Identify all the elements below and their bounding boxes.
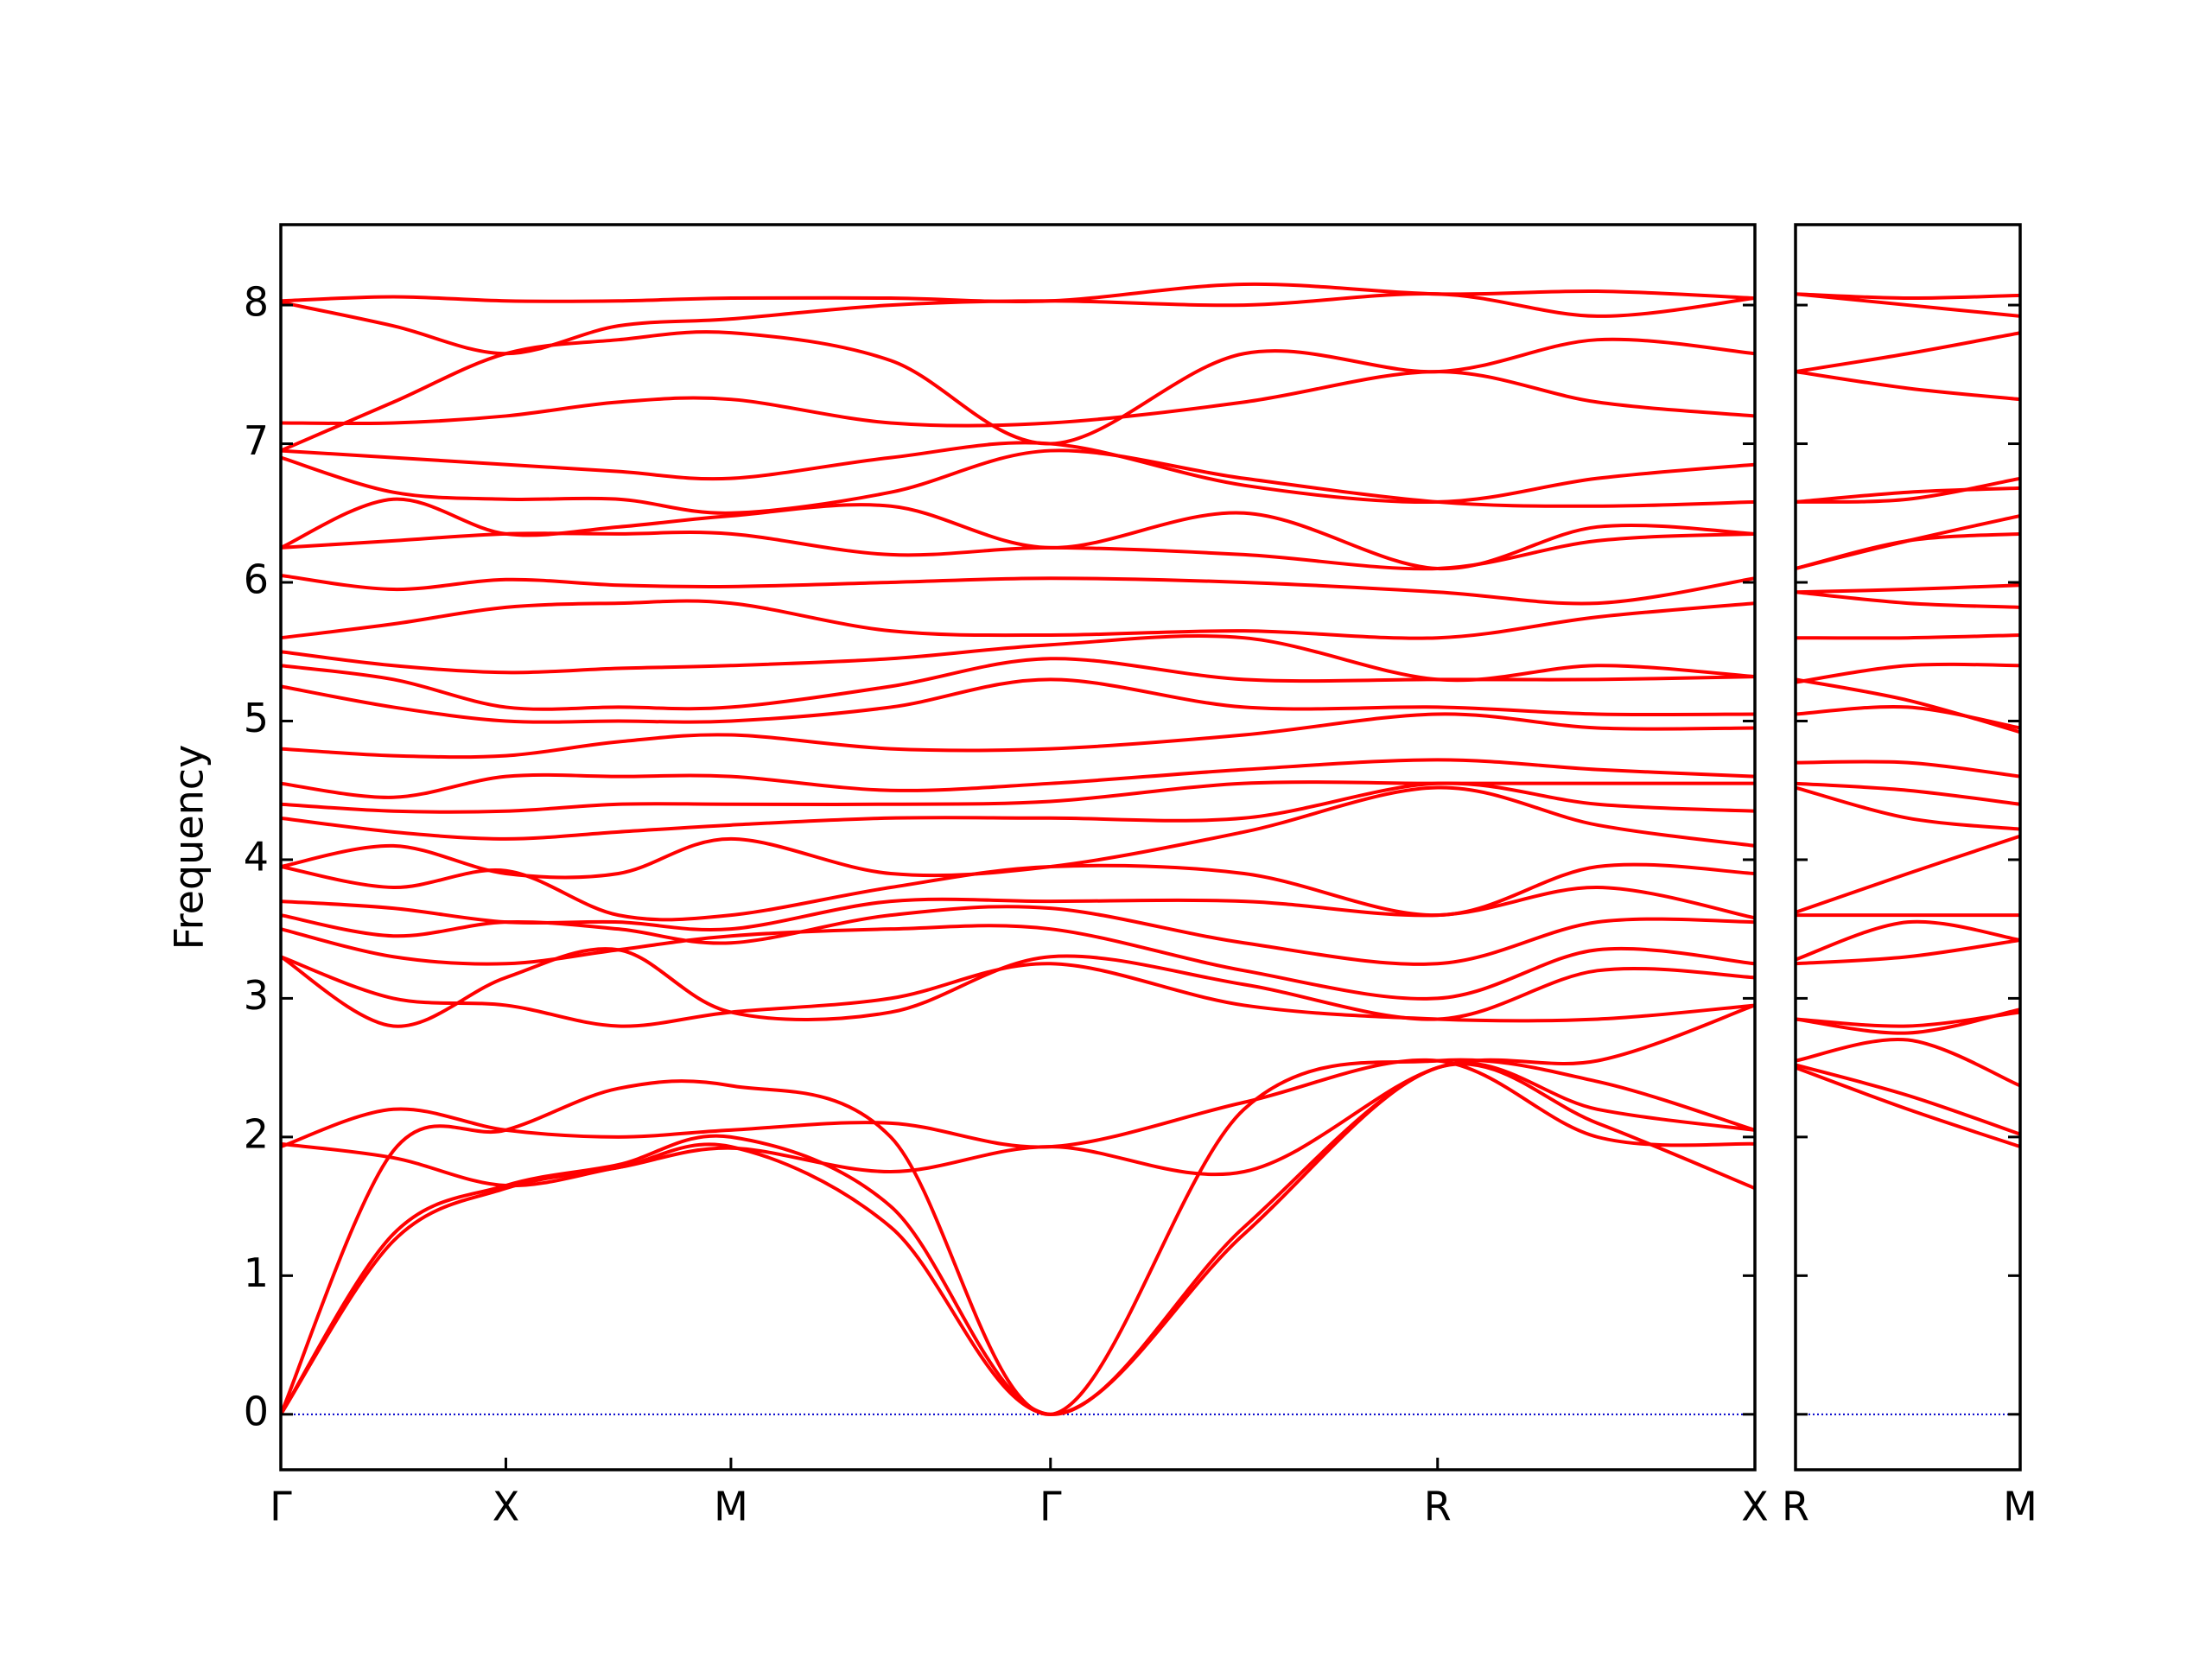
band-line (1796, 677, 2020, 734)
x-tick-label: Γ (1039, 1484, 1062, 1530)
y-tick-label: 3 (244, 972, 269, 1019)
band-line (1796, 919, 2020, 962)
band-line (281, 1003, 1755, 1188)
band-line (1796, 476, 2020, 504)
band-line (281, 1058, 1755, 1149)
band-line (281, 758, 1755, 799)
band-line (281, 282, 1755, 303)
band-line (281, 1061, 1755, 1416)
band-line (1796, 486, 2020, 504)
band-line (281, 531, 1755, 571)
band-line (281, 448, 1755, 515)
band-line (281, 955, 1755, 1028)
axes-frame (1794, 223, 2022, 1471)
band-line (281, 947, 1755, 1028)
band-line (281, 905, 1755, 966)
band-line (281, 370, 1755, 428)
y-tick-label: 4 (244, 833, 269, 880)
y-tick-label: 8 (244, 279, 269, 326)
band-line (1796, 662, 2020, 684)
band-line (1796, 938, 2020, 966)
band-line (281, 677, 1755, 724)
band-line (281, 785, 1755, 880)
band-line (1796, 583, 2020, 594)
x-tick-label: X (1741, 1484, 1769, 1530)
band-line (281, 657, 1755, 711)
band-line (1796, 331, 2020, 374)
band-line (281, 781, 1755, 841)
x-tick-label: R (1424, 1484, 1452, 1530)
axes-frame (279, 223, 1757, 1471)
band-line (281, 330, 1755, 453)
x-tick-label: M (2003, 1484, 2037, 1530)
band-line (1796, 632, 2020, 640)
band-line (1796, 760, 2020, 779)
band-line (281, 497, 1755, 570)
y-tick-label: 5 (244, 695, 269, 741)
band-line (281, 292, 1755, 356)
band-line (1796, 1037, 2020, 1088)
band-line (281, 1058, 1755, 1416)
x-tick-label: X (493, 1484, 520, 1530)
x-tick-label: R (1782, 1484, 1809, 1530)
band-line (1796, 781, 2020, 806)
band-line (1796, 834, 2020, 914)
plot-area (1796, 292, 2020, 1415)
band-line (281, 886, 1755, 932)
band-line (281, 780, 1755, 814)
band-line (281, 599, 1755, 640)
band-line (281, 441, 1755, 505)
band-line (281, 712, 1755, 760)
band-line (281, 634, 1755, 683)
y-tick-label: 7 (244, 417, 269, 464)
y-tick-label: 2 (244, 1110, 269, 1157)
band-line (1796, 1065, 2020, 1149)
y-tick-label: 1 (244, 1249, 269, 1296)
band-line (1796, 514, 2020, 570)
band-line (281, 924, 1755, 1001)
plot-area (281, 282, 1755, 1416)
band-line (281, 1062, 1755, 1416)
band-line (1796, 1007, 2020, 1035)
y-tick-label: 6 (244, 556, 269, 603)
band-line (1796, 1063, 2020, 1136)
x-tick-label: M (714, 1484, 748, 1530)
y-axis-label: Frequency (166, 745, 213, 950)
band-line (1796, 292, 2020, 301)
band-line (1796, 704, 2020, 730)
band-line (281, 862, 1755, 922)
y-tick-label: 0 (244, 1388, 269, 1434)
band-line (1796, 785, 2020, 831)
x-tick-label: Γ (270, 1484, 292, 1530)
band-line (1796, 590, 2020, 609)
band-line (281, 573, 1755, 606)
band-line (1796, 370, 2020, 402)
